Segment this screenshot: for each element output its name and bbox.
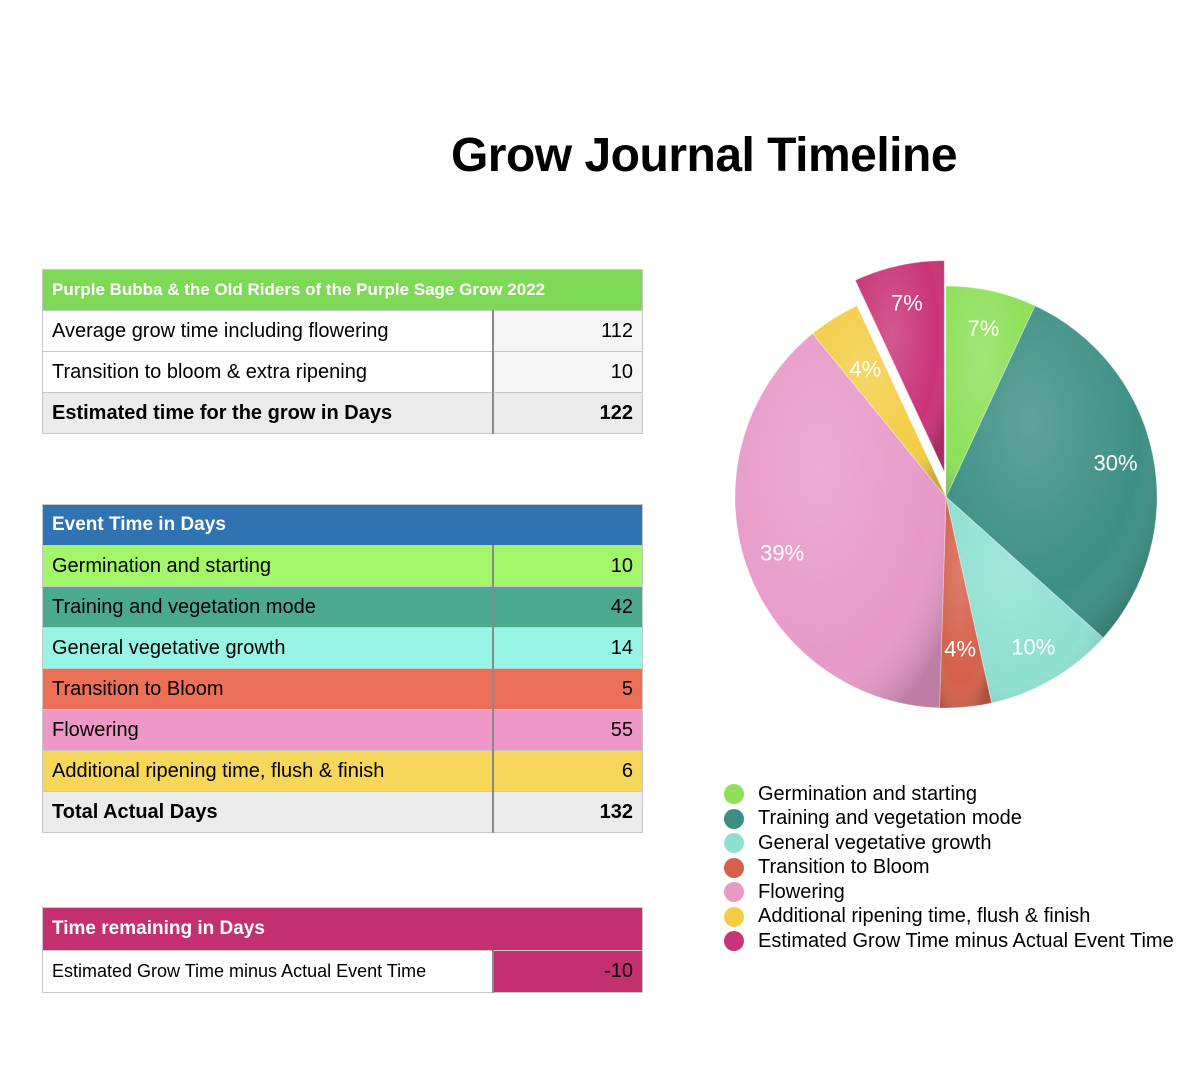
table-row: Germination and starting 10 (42, 545, 644, 587)
pie-slice-shading (946, 286, 1036, 497)
event-value[interactable]: 5 (491, 668, 644, 710)
pie-slice-shading (855, 260, 945, 472)
legend-item: Estimated Grow Time minus Actual Event T… (724, 929, 1174, 954)
legend-item: Germination and starting (724, 782, 1174, 807)
pie-slice-label: 4% (849, 356, 881, 381)
pie-slice-shading (939, 497, 992, 708)
table-row: Average grow time including flowering 11… (42, 310, 644, 352)
legend-swatch (724, 833, 744, 854)
legend-label: Estimated Grow Time minus Actual Event T… (758, 929, 1174, 952)
table-row: Transition to bloom & extra ripening 10 (42, 351, 644, 393)
legend-label: Training and vegetation mode (758, 807, 1022, 830)
event-label[interactable]: Transition to Bloom (42, 668, 493, 710)
legend-swatch (724, 906, 744, 927)
table-row: Flowering 55 (42, 709, 644, 751)
legend-label: Germination and starting (758, 782, 978, 805)
remaining-label[interactable]: Estimated Grow Time minus Actual Event T… (42, 950, 493, 993)
legend-label: General vegetative growth (758, 831, 992, 854)
legend-label: Flowering (758, 880, 845, 903)
table-row: Transition to Bloom 5 (42, 668, 644, 710)
pie-chart: 7% 30% 10% 4% 39% 4% 7% (734, 260, 1158, 709)
pie-slice-label: 10% (1011, 634, 1055, 659)
pie-slice-label: 30% (1093, 450, 1137, 475)
row-value[interactable]: 10 (491, 351, 644, 393)
page-title: Grow Journal Timeline (450, 129, 958, 182)
pie-slice-shading (946, 497, 1104, 704)
time-remaining-table: Time remaining in Days Estimated Grow Ti… (41, 907, 644, 993)
pie-slice-label: 7% (967, 316, 999, 341)
legend-item: Flowering (724, 880, 1174, 905)
event-label[interactable]: General vegetative growth (42, 627, 493, 669)
time-remaining-header: Time remaining in Days (41, 907, 644, 951)
pie-labels: 7% 30% 10% 4% 39% 4% 7% (760, 291, 1137, 662)
total-row: Total Actual Days 132 (42, 791, 644, 833)
pie-slice-label: 39% (760, 541, 804, 566)
legend-label: Transition to Bloom (758, 856, 930, 879)
event-value[interactable]: 14 (491, 627, 644, 669)
pie-slice-label: 4% (944, 636, 976, 661)
event-time-header: Event Time in Days (41, 504, 644, 546)
table-row: Training and vegetation mode 42 (42, 586, 644, 628)
table-row: Additional ripening time, flush & finish… (42, 750, 644, 792)
event-value[interactable]: 42 (491, 586, 644, 628)
event-label[interactable]: Flowering (42, 709, 493, 751)
legend-label: Additional ripening time, flush & finish (758, 905, 1091, 928)
total-value[interactable]: 132 (491, 791, 644, 833)
legend-item: Additional ripening time, flush & finish (724, 905, 1174, 930)
event-label[interactable]: Additional ripening time, flush & finish (42, 750, 493, 792)
legend-swatch (724, 931, 744, 952)
row-value[interactable]: 112 (491, 310, 644, 352)
legend-item: Training and vegetation mode (724, 807, 1174, 832)
legend-swatch (724, 784, 744, 805)
row-label[interactable]: Transition to bloom & extra ripening (42, 351, 493, 393)
total-row: Estimated time for the grow in Days 122 (42, 392, 644, 434)
total-value[interactable]: 122 (491, 392, 644, 434)
grow-summary-table: Purple Bubba & the Old Riders of the Pur… (41, 269, 644, 434)
event-value[interactable]: 55 (491, 709, 644, 751)
event-value[interactable]: 10 (491, 545, 644, 587)
table-row: General vegetative growth 14 (42, 627, 644, 669)
legend-swatch (724, 857, 744, 878)
event-label[interactable]: Germination and starting (42, 545, 493, 587)
legend-swatch (724, 882, 744, 903)
total-label[interactable]: Total Actual Days (42, 791, 493, 833)
chart-legend: Germination and starting Training and veg… (724, 782, 1174, 954)
pie-slice-shading (946, 305, 1158, 638)
row-label[interactable]: Average grow time including flowering (42, 310, 493, 352)
event-label[interactable]: Training and vegetation mode (42, 586, 493, 628)
event-time-table: Event Time in Days Germination and start… (41, 504, 644, 833)
table-row: Estimated Grow Time minus Actual Event T… (42, 950, 644, 993)
pie-slice-shading (734, 333, 946, 708)
total-label[interactable]: Estimated time for the grow in Days (42, 392, 493, 434)
legend-swatch (724, 808, 744, 829)
legend-item: General vegetative growth (724, 831, 1174, 856)
grow-summary-header: Purple Bubba & the Old Riders of the Pur… (41, 269, 644, 311)
pie-slices (734, 260, 1158, 709)
event-value[interactable]: 6 (491, 750, 644, 792)
remaining-value[interactable]: -10 (491, 950, 644, 993)
pie-slice-shading (812, 305, 946, 497)
pie-slice-label: 7% (891, 291, 923, 316)
legend-item: Transition to Bloom (724, 856, 1174, 881)
